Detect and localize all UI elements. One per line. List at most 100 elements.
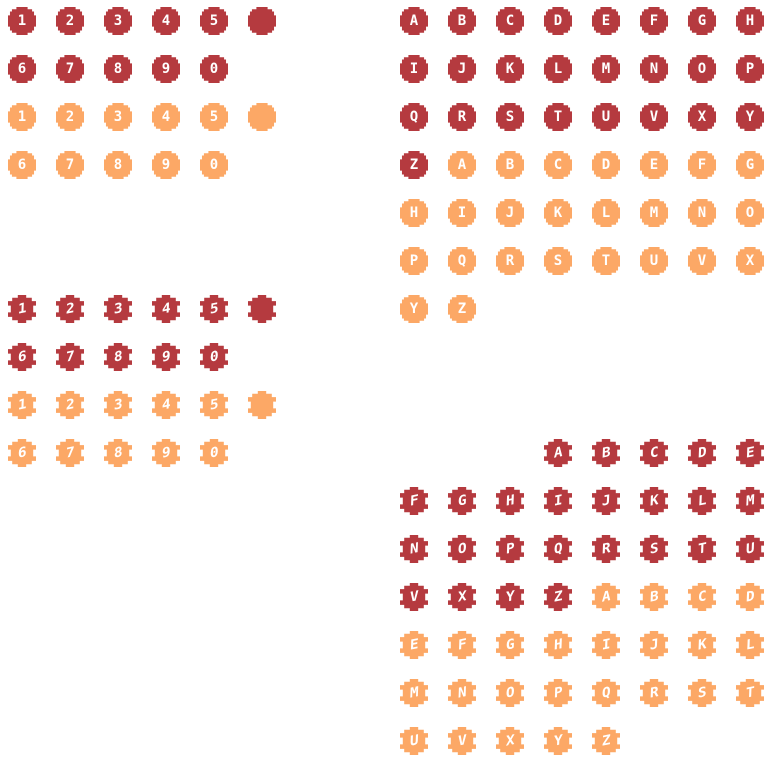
tile-7: 7 xyxy=(56,55,84,83)
tile-label: N xyxy=(457,684,467,702)
tile-label: 3 xyxy=(113,109,123,125)
tile-label: O xyxy=(505,684,515,702)
tile-n: N xyxy=(688,199,716,227)
tile-h: H xyxy=(496,487,524,515)
tile-label: N xyxy=(409,540,419,558)
tile-label: 8 xyxy=(113,61,123,77)
tile-label: Y xyxy=(505,588,515,606)
tile-label: 8 xyxy=(113,348,123,366)
tile-label: Y xyxy=(553,732,563,750)
tile-blank xyxy=(248,391,276,419)
tile-r: R xyxy=(496,247,524,275)
tile-3: 3 xyxy=(104,391,132,419)
tile-label: F xyxy=(409,492,419,510)
tile-label: 8 xyxy=(113,444,123,462)
tile-4: 4 xyxy=(152,7,180,35)
tile-label: P xyxy=(745,61,755,77)
tile-4: 4 xyxy=(152,103,180,131)
tile-x: X xyxy=(496,727,524,755)
tile-label: 3 xyxy=(113,13,123,29)
tile-v: V xyxy=(688,247,716,275)
tile-4: 4 xyxy=(152,391,180,419)
tile-t: T xyxy=(736,679,764,707)
tile-f: F xyxy=(448,631,476,659)
tile-label: 4 xyxy=(161,109,171,125)
tile-label: 7 xyxy=(65,348,75,366)
tile-9: 9 xyxy=(152,55,180,83)
tile-label: F xyxy=(697,157,707,173)
tile-3: 3 xyxy=(104,7,132,35)
tile-label: 7 xyxy=(65,157,75,173)
tile-label: D xyxy=(601,157,611,173)
tile-u: U xyxy=(736,535,764,563)
tile-f: F xyxy=(688,151,716,179)
tile-label: N xyxy=(697,205,707,221)
tile-label: J xyxy=(649,636,659,654)
tile-1: 1 xyxy=(8,7,36,35)
tile-label: H xyxy=(505,492,515,510)
tile-label: Z xyxy=(553,588,563,606)
tile-x: X xyxy=(688,103,716,131)
tile-label: Z xyxy=(601,732,611,750)
tile-label: V xyxy=(649,109,659,125)
tile-d: D xyxy=(544,7,572,35)
tile-2: 2 xyxy=(56,103,84,131)
tile-label: A xyxy=(457,157,467,173)
tile-label: D xyxy=(697,444,707,462)
tile-e: E xyxy=(592,7,620,35)
tile-label: S xyxy=(649,540,659,558)
tile-label: 1 xyxy=(17,109,27,125)
tile-j: J xyxy=(592,487,620,515)
tile-h: H xyxy=(400,199,428,227)
tile-x: X xyxy=(448,583,476,611)
tile-label: 0 xyxy=(209,348,219,366)
tile-label: S xyxy=(505,109,515,125)
tile-label: I xyxy=(409,61,419,77)
tile-p: P xyxy=(400,247,428,275)
tile-label: M xyxy=(745,492,755,510)
tile-label: K xyxy=(697,636,707,654)
tile-label: H xyxy=(409,205,419,221)
tile-k: K xyxy=(544,199,572,227)
tile-label: U xyxy=(601,109,611,125)
tile-9: 9 xyxy=(152,151,180,179)
tile-label: 5 xyxy=(209,13,219,29)
tile-s: S xyxy=(496,103,524,131)
tile-o: O xyxy=(688,55,716,83)
tile-label: 6 xyxy=(17,348,27,366)
tile-o: O xyxy=(448,535,476,563)
tile-x: X xyxy=(736,247,764,275)
tile-label: 6 xyxy=(17,61,27,77)
tile-1: 1 xyxy=(8,295,36,323)
tile-s: S xyxy=(544,247,572,275)
tile-label: 9 xyxy=(161,444,171,462)
tile-label: J xyxy=(457,61,467,77)
tile-u: U xyxy=(400,727,428,755)
tile-8: 8 xyxy=(104,343,132,371)
tile-label: P xyxy=(409,253,419,269)
tile-label: 9 xyxy=(161,348,171,366)
tile-label: U xyxy=(745,540,755,558)
tile-i: I xyxy=(544,487,572,515)
tile-p: P xyxy=(496,535,524,563)
tile-label: B xyxy=(505,157,515,173)
tile-6: 6 xyxy=(8,439,36,467)
tile-2: 2 xyxy=(56,295,84,323)
tile-label: O xyxy=(745,205,755,221)
tile-label: Z xyxy=(409,157,419,173)
tile-label: 6 xyxy=(17,444,27,462)
tile-r: R xyxy=(448,103,476,131)
tile-label: F xyxy=(457,636,467,654)
tile-label: L xyxy=(601,205,611,221)
tile-label: 7 xyxy=(65,444,75,462)
tile-label: R xyxy=(505,253,515,269)
tile-label: 2 xyxy=(65,396,75,414)
tile-i: I xyxy=(448,199,476,227)
tile-label: 0 xyxy=(209,444,219,462)
tile-label: 5 xyxy=(209,396,219,414)
tile-label: D xyxy=(553,13,563,29)
tile-b: B xyxy=(448,7,476,35)
tile-u: U xyxy=(640,247,668,275)
tile-v: V xyxy=(640,103,668,131)
